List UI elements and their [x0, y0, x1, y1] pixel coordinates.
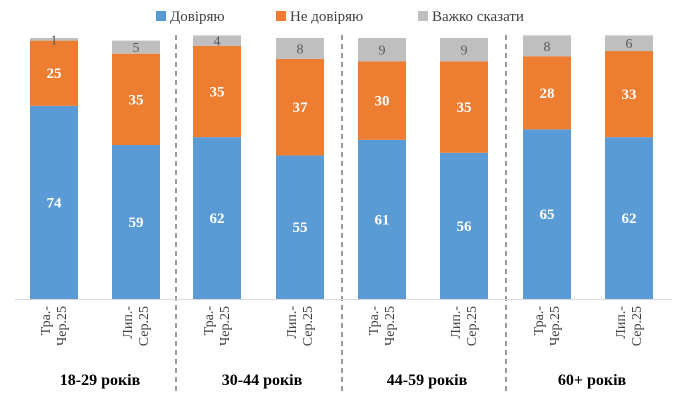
data-label-trust-4: 55 [293, 220, 308, 236]
legend-label-3: Важко сказати [432, 9, 524, 25]
data-label-trust-6: 56 [457, 219, 473, 235]
bar-distrust-3 [193, 45, 241, 138]
category-label-line2: Чер.25 [548, 306, 563, 346]
bar-hard-to-say-4 [276, 38, 324, 59]
data-label-trust-8: 62 [622, 211, 637, 227]
bar-trust-7 [523, 129, 571, 299]
group-label-2: 30-44 років [222, 372, 303, 389]
bar-distrust-4 [276, 58, 324, 156]
bar-distrust-8 [605, 51, 653, 138]
category-label-8: Лип.- Сер.25 [614, 306, 645, 347]
category-label-line2: Чер.25 [55, 306, 70, 346]
bar-distrust-5 [358, 61, 406, 140]
data-label-distrust-4: 37 [293, 100, 309, 116]
bar-trust-5 [358, 139, 406, 299]
category-label-line1: Лип.- [614, 306, 629, 339]
bar-distrust-6 [440, 61, 488, 153]
category-label-6: Лип.- Сер.25 [449, 306, 480, 347]
bar-distrust-7 [523, 56, 571, 130]
data-label-hard-to-say-3: 4 [214, 35, 221, 50]
group-label-4: 60+ років [558, 372, 627, 389]
data-label-distrust-7: 28 [540, 86, 555, 102]
bar-distrust-2 [112, 53, 160, 146]
bar-trust-8 [605, 137, 653, 299]
data-label-trust-1: 74 [47, 195, 63, 211]
data-label-hard-to-say-2: 5 [133, 41, 140, 56]
category-label-line2: Сер.25 [465, 306, 480, 346]
category-label-line1: Тра.- [532, 306, 547, 336]
category-label-line1: Тра.- [367, 306, 382, 336]
data-label-distrust-8: 33 [622, 87, 637, 103]
data-label-hard-to-say-6: 9 [461, 44, 468, 59]
bar-hard-to-say-6 [440, 38, 488, 62]
bar-hard-to-say-8 [605, 35, 653, 52]
data-label-hard-to-say-1: 1 [51, 33, 58, 48]
bar-hard-to-say-7 [523, 35, 571, 57]
category-label-4: Лип.- Сер.25 [285, 306, 316, 347]
data-label-hard-to-say-8: 6 [626, 37, 633, 52]
data-label-trust-5: 61 [375, 212, 390, 228]
category-label-5: Тра.- Чер.25 [367, 306, 398, 346]
category-label-line1: Тра.- [202, 306, 217, 336]
bar-hard-to-say-5 [358, 38, 406, 62]
category-label-7: Тра.- Чер.25 [532, 306, 563, 346]
group-label-1: 18-29 років [60, 372, 141, 389]
bar-distrust-1 [30, 40, 78, 106]
data-label-trust-2: 59 [129, 215, 144, 231]
category-label-line2: Сер.25 [630, 306, 645, 346]
data-label-distrust-6: 35 [457, 100, 472, 116]
data-label-trust-3: 62 [210, 211, 225, 227]
bar-trust-4 [276, 155, 324, 299]
data-label-hard-to-say-5: 9 [379, 44, 386, 59]
bar-hard-to-say-3 [193, 35, 241, 46]
category-label-line1: Лип.- [121, 306, 136, 339]
category-label-1: Тра.- Чер.25 [39, 306, 70, 346]
legend-label-1: Довіряю [170, 9, 225, 25]
data-label-distrust-5: 30 [375, 94, 390, 110]
legend-swatch-2 [276, 11, 286, 21]
bar-hard-to-say-2 [112, 40, 160, 54]
bar-hard-to-say-1 [30, 38, 78, 41]
bar-trust-3 [193, 137, 241, 299]
category-label-2: Лип.- Сер.25 [121, 306, 152, 347]
category-label-line2: Чер.25 [383, 306, 398, 346]
category-label-line1: Лип.- [285, 306, 300, 339]
legend-label-2: Не довіряю [290, 9, 363, 25]
category-label-line2: Сер.25 [137, 306, 152, 346]
category-label-line2: Сер.25 [301, 306, 316, 346]
category-label-line2: Чер.25 [218, 306, 233, 346]
legend-swatch-3 [418, 11, 428, 21]
data-label-trust-7: 65 [540, 207, 555, 223]
category-label-line1: Лип.- [449, 306, 464, 339]
bar-trust-1 [30, 105, 78, 299]
data-label-distrust-1: 25 [47, 66, 62, 82]
data-label-distrust-2: 35 [129, 92, 144, 108]
data-label-hard-to-say-7: 8 [544, 40, 551, 55]
category-label-3: Тра.- Чер.25 [202, 306, 233, 346]
data-label-distrust-3: 35 [210, 85, 225, 101]
data-label-hard-to-say-4: 8 [297, 42, 304, 57]
legend-swatch-1 [156, 11, 166, 21]
group-label-3: 44-59 років [387, 372, 468, 389]
bar-trust-2 [112, 145, 160, 299]
category-label-line1: Тра.- [39, 306, 54, 336]
bar-trust-6 [440, 152, 488, 299]
